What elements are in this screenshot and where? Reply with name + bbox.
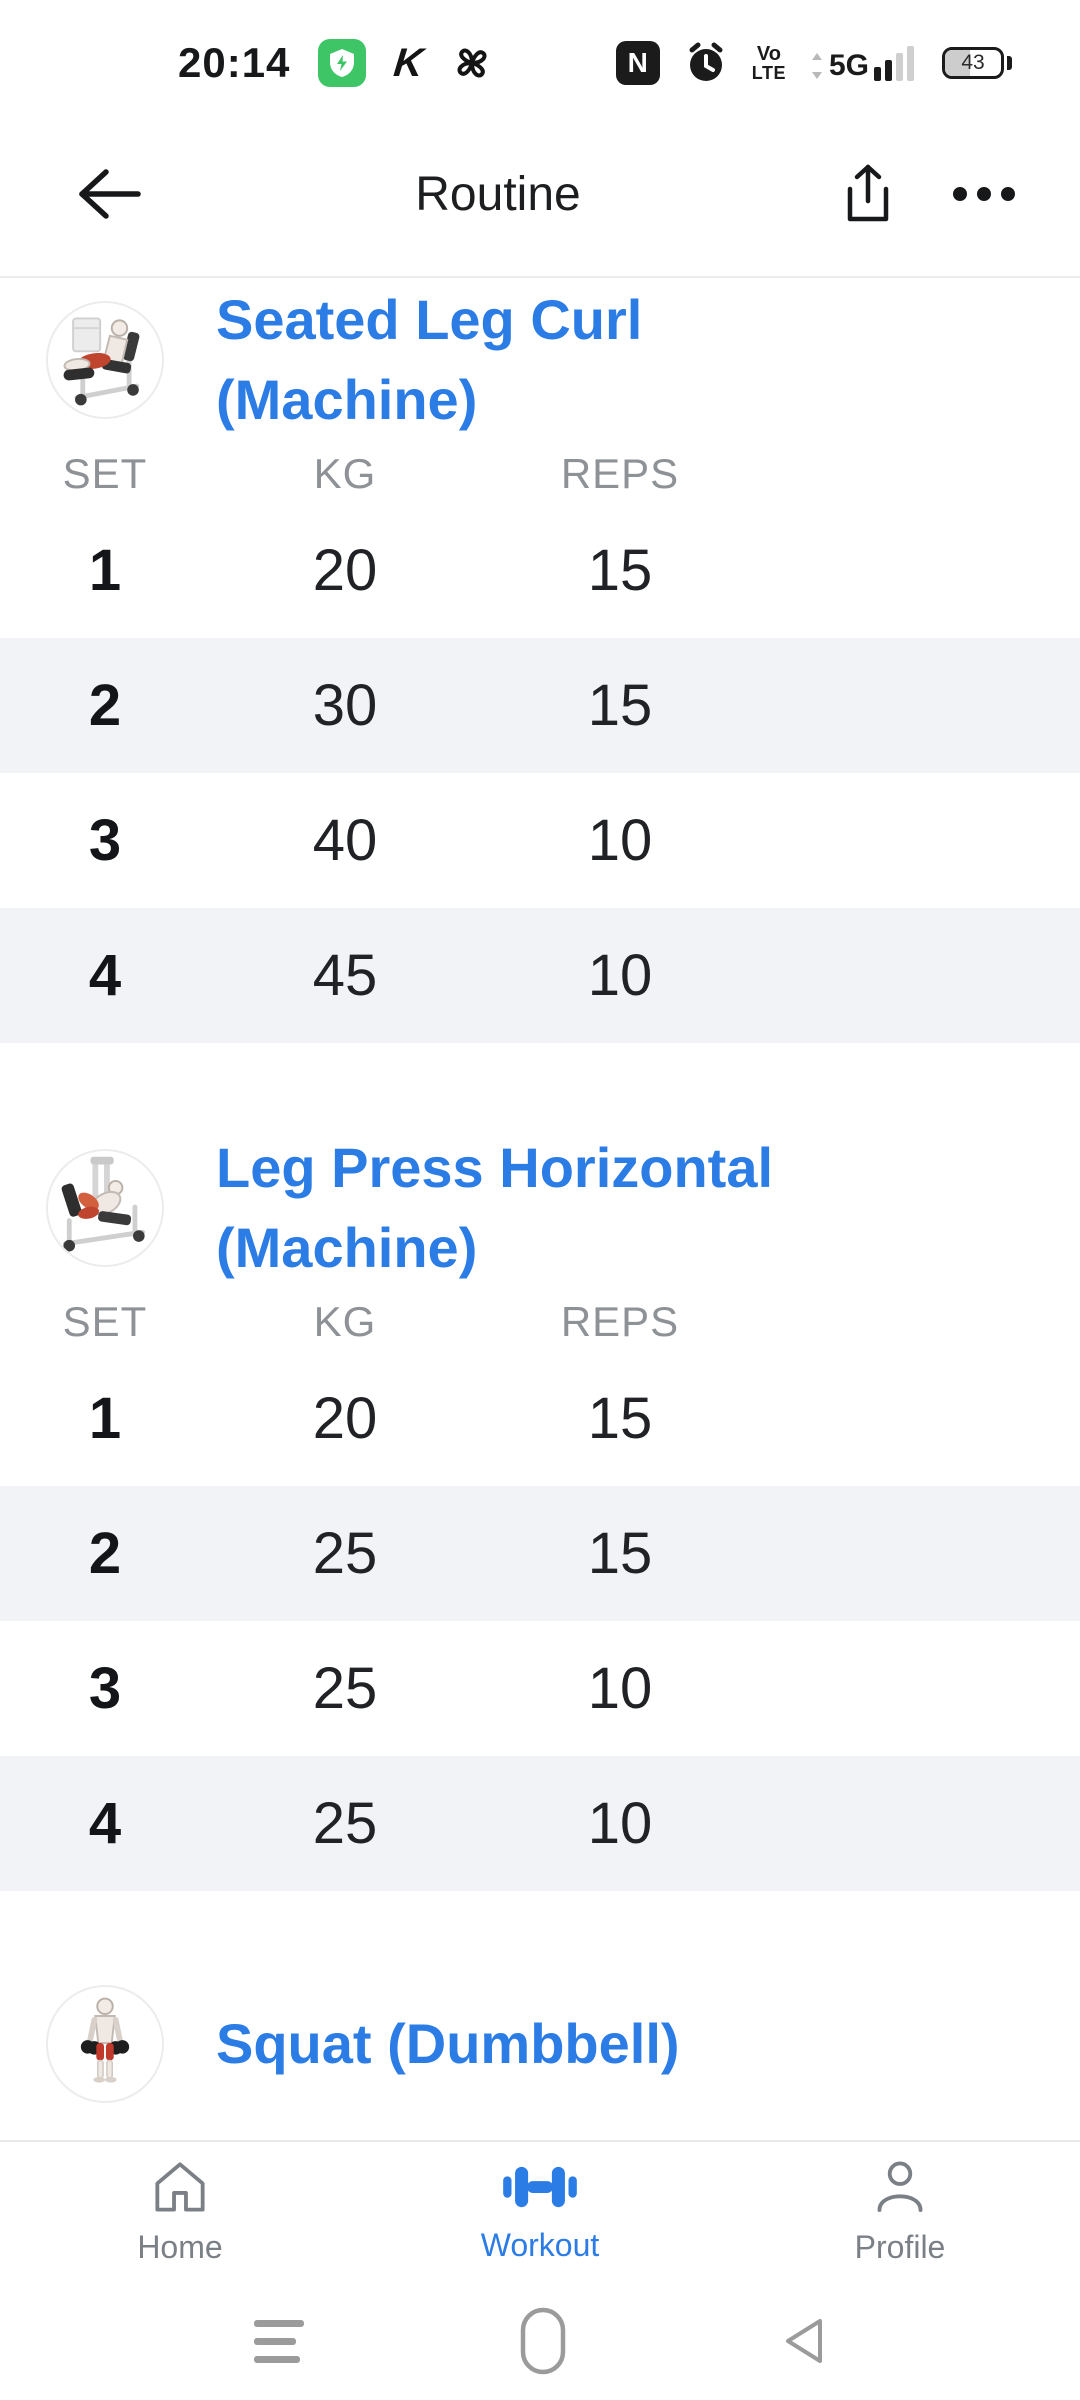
set-row: 4 45 10 bbox=[0, 908, 1080, 1044]
nav-workout[interactable]: Workout bbox=[360, 2142, 720, 2282]
set-row: 3 40 10 bbox=[88, 808, 653, 874]
sets-table: SET KG REPS 1 20 15 2 25 15 3 25 10 bbox=[0, 1293, 1080, 1892]
page-title: Routine bbox=[415, 167, 581, 221]
status-left-cluster: 20:14 K bbox=[178, 39, 495, 87]
battery-icon: 43 bbox=[942, 47, 1012, 79]
more-options-button[interactable] bbox=[952, 186, 1016, 202]
exercise-section: Squat (Dumbbell) SET KG REPS bbox=[0, 1976, 1080, 2140]
signal-5g-icon: 5G bbox=[810, 45, 918, 81]
nav-home-label: Home bbox=[137, 2229, 223, 2265]
exercise-title[interactable]: Seated Leg Curl (Machine) bbox=[216, 288, 643, 431]
android-nav-bar bbox=[0, 2282, 1080, 2400]
exercise-header: Seated Leg Curl (Machine) bbox=[0, 280, 1080, 439]
home-icon bbox=[149, 2158, 211, 2219]
volte-icon: Vo LTE bbox=[751, 43, 786, 83]
alarm-icon bbox=[684, 41, 728, 85]
exercise-section: Leg Press Horizontal (Machine) SET KG RE… bbox=[0, 1128, 1080, 1892]
col-reps: REPS bbox=[560, 1298, 680, 1346]
routine-scroll-area[interactable]: Seated Leg Curl (Machine) SET KG REPS 1 … bbox=[0, 280, 1080, 2140]
exercise-header: Leg Press Horizontal (Machine) bbox=[0, 1128, 1080, 1287]
exercise-thumbnail[interactable] bbox=[46, 1148, 164, 1267]
header-actions bbox=[842, 163, 1016, 225]
menu-lines-icon bbox=[254, 2319, 304, 2363]
table-header-row: SET KG REPS bbox=[0, 445, 1080, 503]
exercise-thumbnail[interactable] bbox=[46, 1985, 164, 2104]
exercise-title[interactable]: Squat (Dumbbell) bbox=[216, 2012, 680, 2076]
col-kg: KG bbox=[313, 1298, 377, 1346]
fan-icon bbox=[449, 40, 495, 86]
nav-home[interactable]: Home bbox=[0, 2142, 360, 2282]
nav-profile[interactable]: Profile bbox=[720, 2142, 1080, 2282]
exercise-section: Seated Leg Curl (Machine) SET KG REPS 1 … bbox=[0, 280, 1080, 1044]
set-row: 2 30 15 bbox=[0, 638, 1080, 774]
nav-workout-label: Workout bbox=[480, 2227, 600, 2263]
status-bar: 20:14 K N Vo LTE bbox=[0, 0, 1080, 112]
nav-profile-label: Profile bbox=[854, 2229, 946, 2265]
share-button[interactable] bbox=[842, 163, 894, 225]
back-triangle-button[interactable] bbox=[782, 2316, 826, 2366]
set-row: 3 25 10 bbox=[88, 1656, 653, 1722]
battery-saver-icon bbox=[318, 39, 367, 87]
col-set: SET bbox=[62, 450, 148, 498]
back-button[interactable] bbox=[64, 164, 154, 224]
home-pill-button[interactable] bbox=[520, 2307, 566, 2375]
set-row: 4 25 10 bbox=[0, 1756, 1080, 1892]
app-header: Routine bbox=[0, 112, 1080, 278]
set-row: 2 25 15 bbox=[0, 1486, 1080, 1622]
set-row: 1 20 15 bbox=[88, 538, 653, 604]
bottom-nav: Home Workout Profile bbox=[0, 2140, 1080, 2282]
exercise-header: Squat (Dumbbell) bbox=[0, 1976, 1080, 2112]
recents-menu-button[interactable] bbox=[254, 2319, 304, 2363]
dumbbell-icon bbox=[502, 2160, 578, 2217]
col-kg: KG bbox=[313, 450, 377, 498]
sets-table: SET KG REPS 1 20 15 2 30 15 3 40 10 bbox=[0, 445, 1080, 1044]
nfc-icon: N bbox=[615, 41, 660, 85]
col-set: SET bbox=[62, 1298, 148, 1346]
exercise-thumbnail[interactable] bbox=[46, 300, 164, 419]
col-reps: REPS bbox=[560, 450, 680, 498]
set-row: 1 20 15 bbox=[88, 1386, 653, 1452]
table-header-row: SET KG REPS bbox=[0, 1293, 1080, 1351]
profile-icon bbox=[870, 2158, 930, 2219]
exercise-title[interactable]: Leg Press Horizontal (Machine) bbox=[216, 1136, 774, 1279]
kwai-app-icon: K bbox=[392, 40, 424, 85]
status-right-cluster: N Vo LTE 5G 43 bbox=[615, 41, 1012, 85]
clock: 20:14 bbox=[178, 39, 291, 86]
